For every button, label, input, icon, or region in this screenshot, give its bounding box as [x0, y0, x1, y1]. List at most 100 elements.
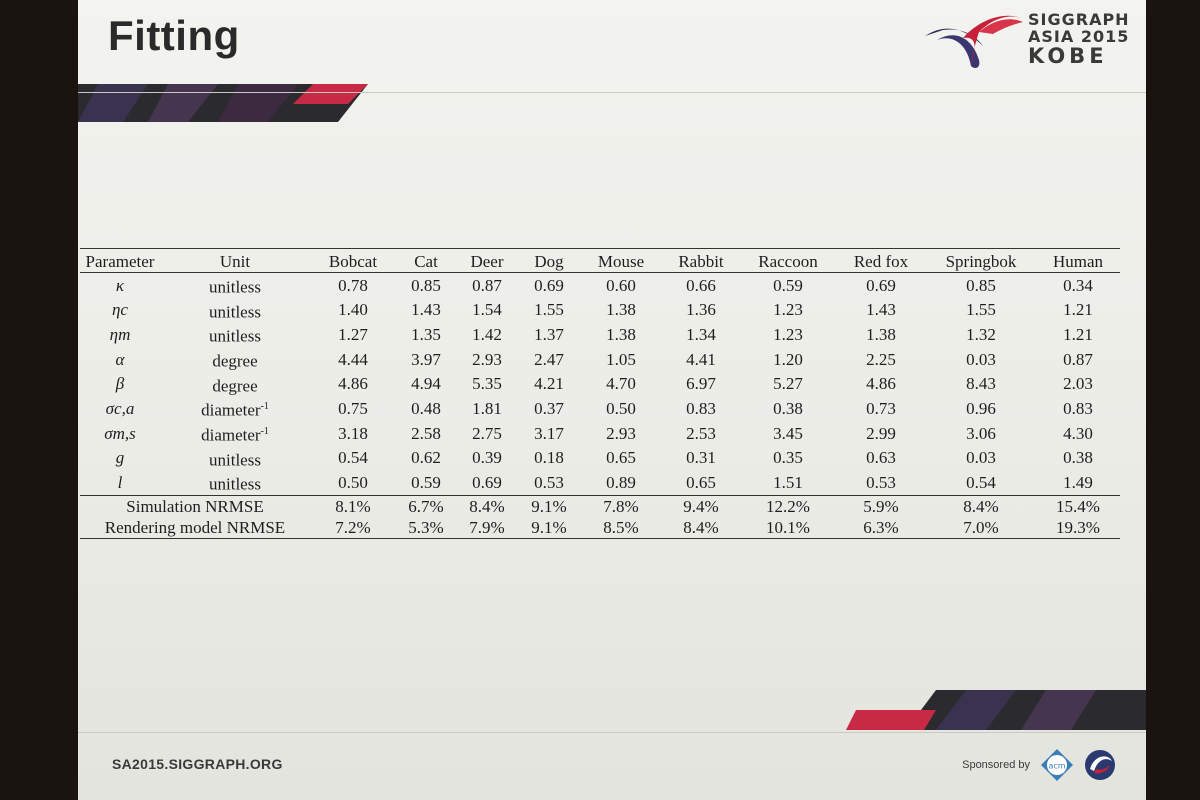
metric-value-cat: 6.7% [396, 494, 456, 517]
metric-value-cat: 5.3% [396, 516, 456, 539]
metric-value-mouse: 7.8% [580, 494, 662, 517]
parameter-symbol: ηc [112, 300, 128, 320]
table-row: ηm unitless 1.27 1.35 1.42 1.37 1.38 1.34 1.23 1.… [80, 322, 1120, 347]
metric-value-human: 15.4% [1036, 494, 1120, 517]
table-row: β degree 4.86 4.94 5.35 4.21 4.70 6.97 5.27 4.86 8… [80, 372, 1120, 397]
value-bobcat: 3.18 [338, 423, 368, 443]
title-rule [78, 92, 1146, 93]
acm-badge-text: acm [1048, 762, 1065, 771]
metric-value-deer: 8.4% [456, 494, 518, 517]
parameter-symbol: σc,a [105, 399, 135, 419]
value-cat: 0.48 [411, 399, 441, 419]
metric-value-raccoon: 10.1% [740, 516, 836, 539]
table-header-row: Parameter Unit Bobcat Cat Deer Dog Mouse… [80, 248, 1120, 273]
value-cat: 0.59 [411, 473, 441, 493]
header-mouse: Mouse [580, 248, 662, 273]
value-cat: 2.58 [411, 423, 441, 443]
value-red-fox: 4.86 [866, 374, 896, 394]
value-rabbit: 0.31 [686, 448, 716, 468]
value-human: 1.21 [1063, 325, 1093, 345]
table-row: g unitless 0.54 0.62 0.39 0.18 0.65 0.31 0.35 0.6… [80, 446, 1120, 471]
parameter-symbol: g [115, 448, 125, 468]
value-raccoon: 0.59 [773, 275, 803, 295]
header-deer: Deer [456, 248, 518, 273]
value-raccoon: 0.35 [773, 448, 803, 468]
value-mouse: 0.50 [606, 399, 636, 419]
header-cat: Cat [396, 248, 456, 273]
unit-cell: unitless [160, 298, 310, 323]
parameter-symbol: β [115, 374, 125, 394]
value-human: 0.83 [1063, 399, 1093, 419]
value-red-fox: 0.73 [866, 399, 896, 419]
metric-value-human: 19.3% [1036, 516, 1120, 539]
value-human: 0.87 [1063, 349, 1093, 369]
unit-cell: degree [160, 372, 310, 397]
value-rabbit: 6.97 [686, 374, 716, 394]
sponsor-label: Sponsored by [962, 759, 1030, 771]
value-springbok: 1.32 [966, 325, 996, 345]
value-rabbit: 0.83 [686, 399, 716, 419]
logo-wordmark: SIGGRAPH ASIA 2015 KOBE [1028, 12, 1130, 67]
value-rabbit: 1.34 [686, 325, 716, 345]
value-mouse: 0.89 [606, 473, 636, 493]
unit-text: unitless [209, 474, 261, 494]
unit-cell: degree [160, 347, 310, 372]
unit-cell: diameter-1 [160, 396, 310, 421]
table-row: α degree 4.44 3.97 2.93 2.47 1.05 4.41 1.20 2.25 0… [80, 347, 1120, 372]
value-bobcat: 1.40 [338, 300, 368, 320]
metric-value-dog: 9.1% [518, 494, 580, 517]
value-deer: 2.75 [472, 423, 502, 443]
unit-exponent: -1 [260, 425, 269, 437]
value-mouse: 4.70 [606, 374, 636, 394]
logo-line-asia: ASIA 2015 [1028, 27, 1130, 46]
value-deer: 5.35 [472, 374, 502, 394]
parameter-table-container: Parameter Unit Bobcat Cat Deer Dog Mouse… [78, 248, 1146, 539]
header-red-fox: Red fox [836, 248, 926, 273]
metric-value-bobcat: 7.2% [310, 516, 396, 539]
metric-value-red-fox: 5.9% [836, 494, 926, 517]
value-mouse: 2.93 [606, 423, 636, 443]
value-human: 0.38 [1063, 448, 1093, 468]
acm-logo-icon: acm [1041, 749, 1073, 781]
value-raccoon: 1.23 [773, 300, 803, 320]
value-cat: 1.43 [411, 300, 441, 320]
header-unit: Unit [160, 248, 310, 273]
value-dog: 2.47 [534, 349, 564, 369]
value-raccoon: 1.20 [773, 349, 803, 369]
value-dog: 3.17 [534, 423, 564, 443]
unit-text: unitless [209, 302, 261, 322]
value-human: 0.34 [1063, 275, 1093, 295]
value-dog: 4.21 [534, 374, 564, 394]
value-cat: 0.85 [411, 275, 441, 295]
value-deer: 0.39 [472, 448, 502, 468]
header-human: Human [1036, 248, 1120, 273]
metric-value-mouse: 8.5% [580, 516, 662, 539]
metric-row: Rendering model NRMSE 7.2% 5.3% 7.9% 9.1% 8.5… [80, 516, 1120, 539]
value-bobcat: 0.78 [338, 275, 368, 295]
value-bobcat: 4.44 [338, 349, 368, 369]
unit-cell: unitless [160, 322, 310, 347]
value-cat: 0.62 [411, 448, 441, 468]
value-bobcat: 0.75 [338, 399, 368, 419]
value-springbok: 0.03 [966, 349, 996, 369]
parameter-symbol: κ [115, 275, 125, 295]
header-parameter: Parameter [80, 248, 160, 273]
value-rabbit: 0.65 [686, 473, 716, 493]
parameter-symbol: σm,s [104, 423, 136, 443]
metric-value-rabbit: 8.4% [662, 516, 740, 539]
metric-value-springbok: 7.0% [926, 516, 1036, 539]
value-bobcat: 0.50 [338, 473, 368, 493]
value-red-fox: 0.63 [866, 448, 896, 468]
header-banner-decoration [78, 84, 368, 122]
metric-row: Simulation NRMSE 8.1% 6.7% 8.4% 9.1% 7.8% 9.4%… [80, 494, 1120, 517]
value-mouse: 1.38 [606, 325, 636, 345]
value-red-fox: 2.99 [866, 423, 896, 443]
value-raccoon: 3.45 [773, 423, 803, 443]
value-human: 1.21 [1063, 300, 1093, 320]
metric-value-bobcat: 8.1% [310, 494, 396, 517]
logo-line-kobe: KOBE [1028, 44, 1108, 68]
value-bobcat: 0.54 [338, 448, 368, 468]
unit-text: unitless [209, 450, 261, 470]
value-dog: 1.55 [534, 300, 564, 320]
value-deer: 2.93 [472, 349, 502, 369]
